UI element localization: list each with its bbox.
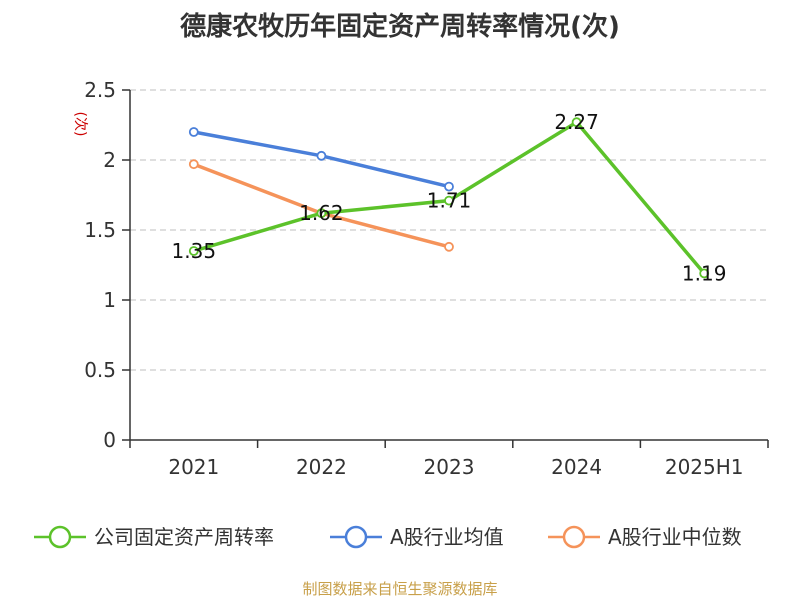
data-point bbox=[699, 268, 710, 279]
series-lines bbox=[188, 117, 710, 279]
data-point bbox=[188, 246, 199, 256]
x-tick-label: 2021 bbox=[168, 455, 219, 479]
y-tick-label: 1.5 bbox=[84, 218, 116, 242]
data-label: 1.35 bbox=[172, 239, 217, 263]
data-point bbox=[316, 150, 327, 161]
data-label: 1.62 bbox=[299, 201, 344, 225]
data-point bbox=[188, 159, 199, 170]
data-labels: 1.35 1.62 1.71 2.27 1.19 bbox=[172, 110, 727, 285]
legend-label: 公司固定资产周转率 bbox=[94, 525, 274, 549]
y-tick-label: 0.5 bbox=[84, 358, 116, 382]
y-tick-label: 2 bbox=[103, 148, 116, 172]
legend-item: 公司固定资产周转率 bbox=[34, 525, 274, 549]
source-note: 制图数据来自恒生聚源数据库 bbox=[302, 580, 498, 598]
data-label: 1.19 bbox=[682, 261, 727, 285]
y-tick-label: 2.5 bbox=[84, 78, 116, 102]
legend-item: A股行业均值 bbox=[330, 525, 504, 549]
data-point bbox=[444, 181, 454, 192]
x-tick-label: 2022 bbox=[296, 455, 347, 479]
legend-marker bbox=[344, 525, 368, 549]
legend-marker bbox=[48, 525, 72, 549]
legend: 公司固定资产周转率 A股行业均值 A股行业中位数 bbox=[34, 525, 742, 549]
y-axis-label: (次) bbox=[72, 112, 88, 137]
data-point bbox=[444, 241, 454, 252]
y-tick-label: 1 bbox=[103, 288, 116, 312]
data-point bbox=[571, 117, 582, 128]
chart-title: 德康农牧历年固定资产周转率情况(次) bbox=[180, 12, 620, 42]
x-tick-label: 2024 bbox=[551, 455, 602, 479]
data-label: 1.71 bbox=[427, 189, 472, 213]
data-point bbox=[188, 127, 199, 137]
x-tick-label: 2023 bbox=[424, 455, 475, 479]
data-point bbox=[316, 208, 327, 219]
legend-item: A股行业中位数 bbox=[548, 525, 742, 549]
legend-marker bbox=[562, 525, 586, 549]
axes: 0 0.5 1 1.5 2 2.5 2021 2022 2023 2024 2025H1 (次) bbox=[72, 78, 769, 479]
x-tick-label: 2025H1 bbox=[665, 455, 744, 479]
y-tick-label: 0 bbox=[103, 428, 116, 452]
legend-label: A股行业中位数 bbox=[608, 525, 742, 549]
grid-lines bbox=[130, 89, 768, 371]
data-point bbox=[444, 195, 454, 206]
data-label: 2.27 bbox=[554, 110, 599, 134]
legend-label: A股行业均值 bbox=[390, 525, 504, 549]
